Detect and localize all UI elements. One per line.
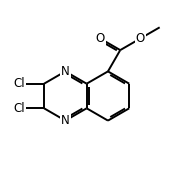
Text: N: N [61,114,70,127]
Text: O: O [136,32,145,45]
Text: O: O [95,32,105,45]
Text: N: N [61,65,70,78]
Text: Cl: Cl [14,77,25,90]
Text: Cl: Cl [14,102,25,115]
